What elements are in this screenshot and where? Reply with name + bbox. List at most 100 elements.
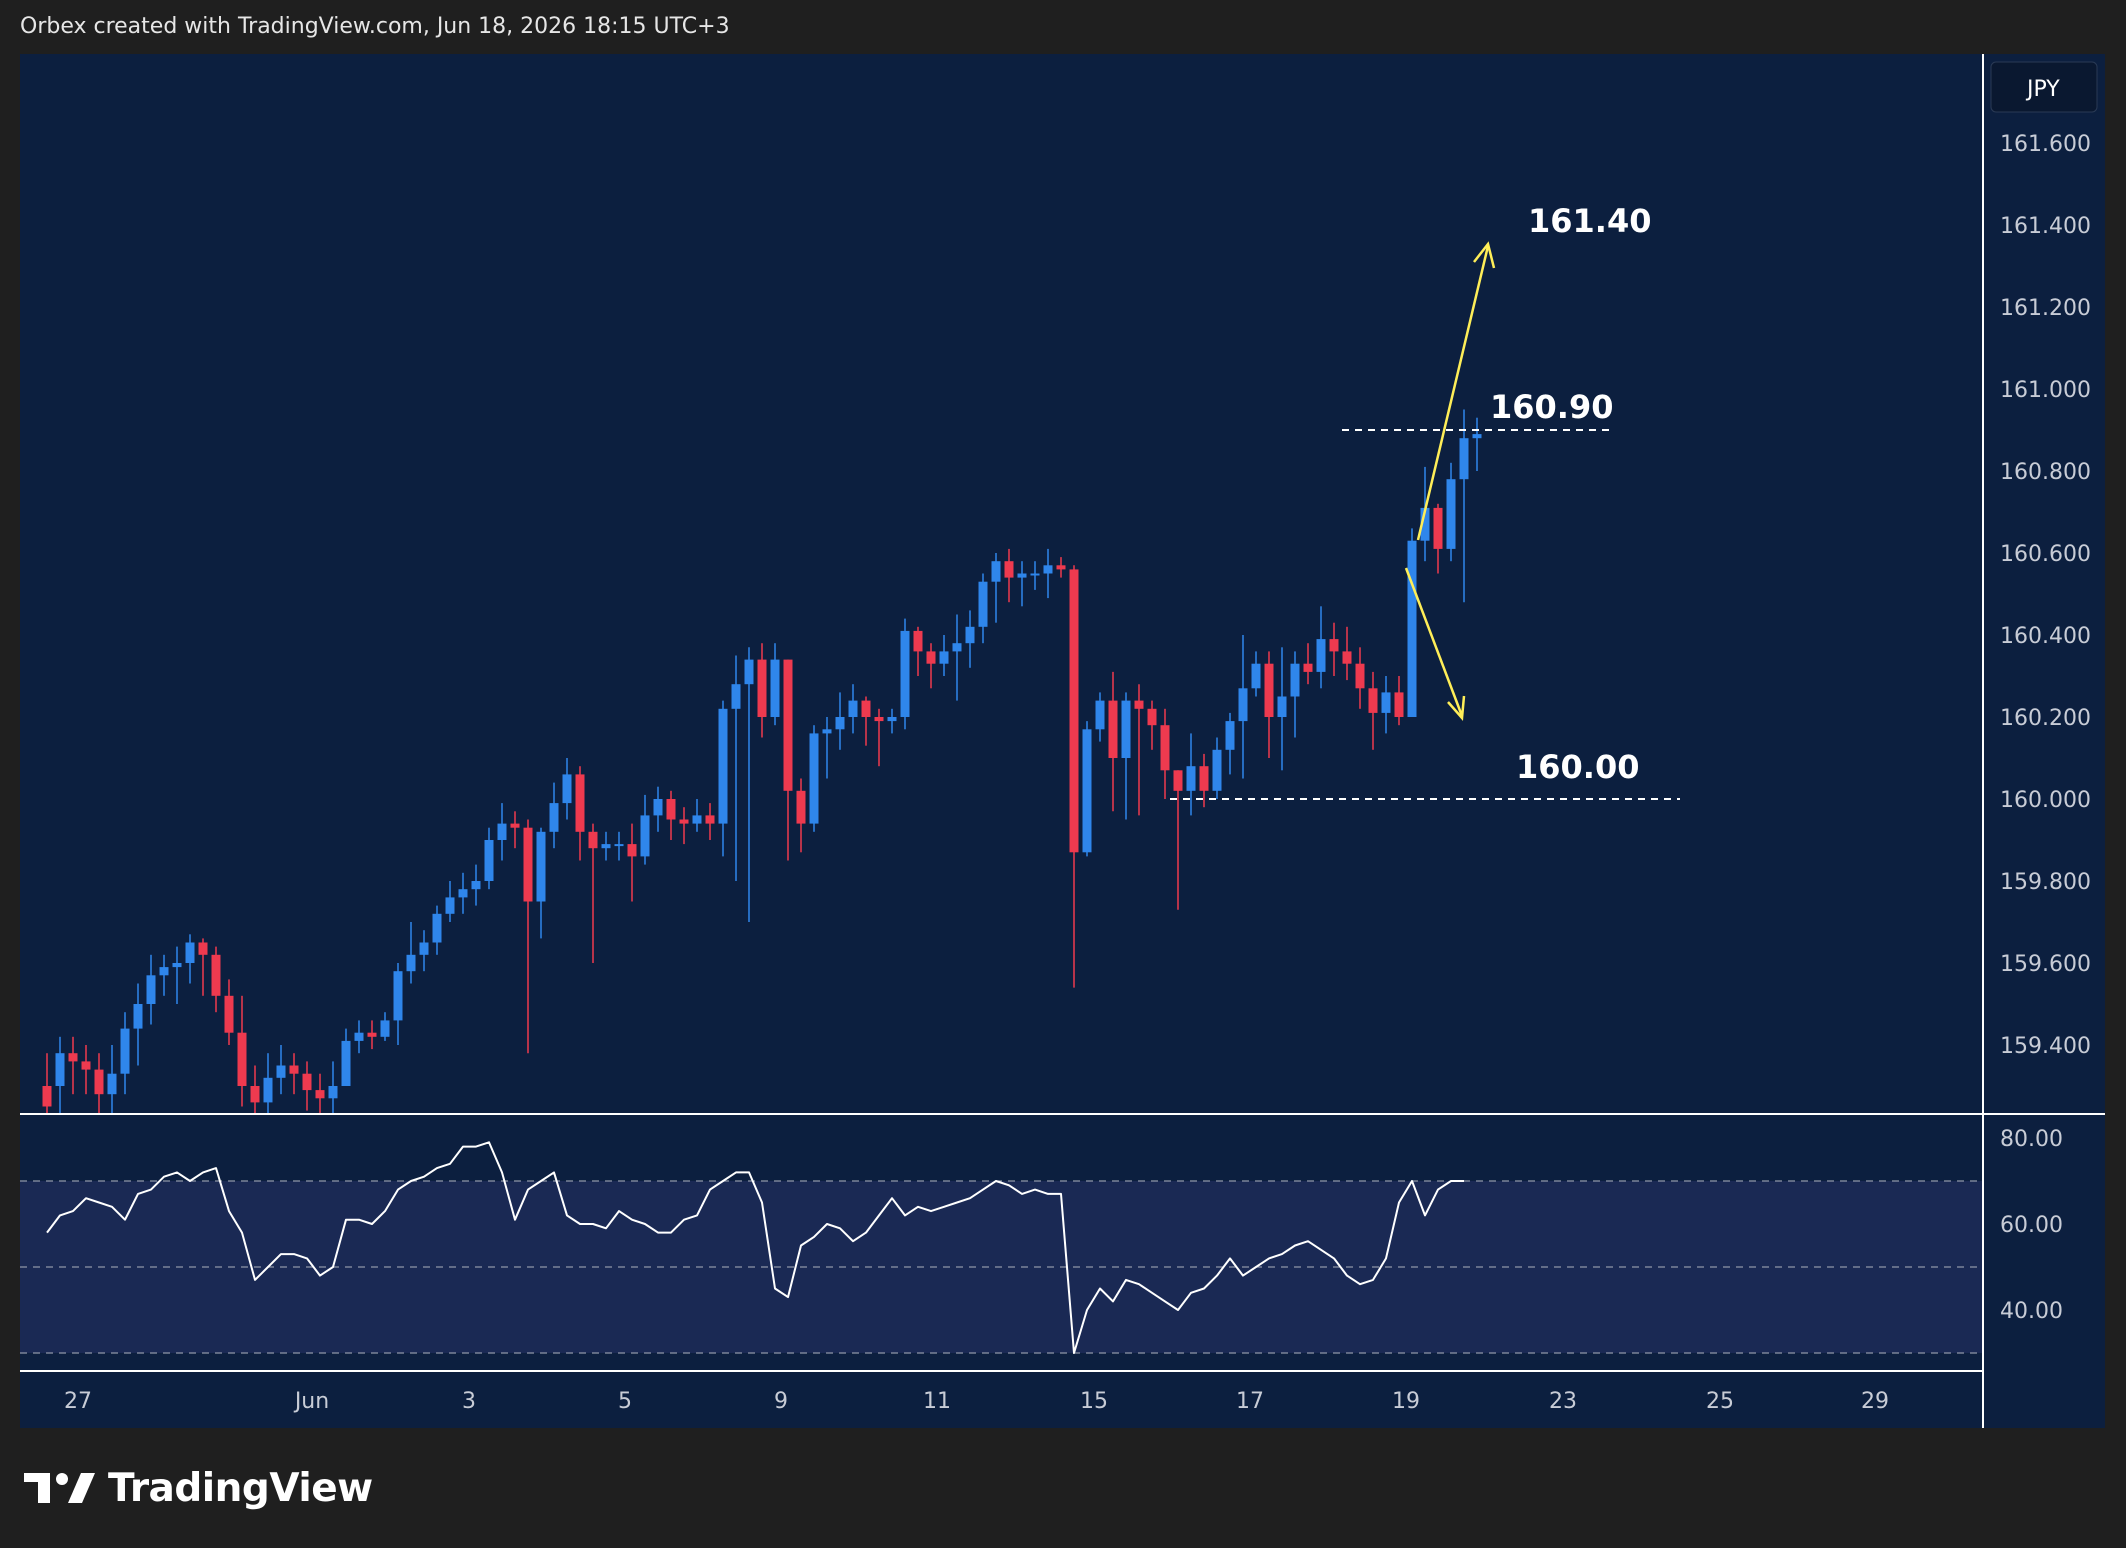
price-tick-label: 160.200 — [2000, 706, 2091, 731]
price-tick-label: 161.000 — [2000, 378, 2091, 403]
candle-body — [68, 1053, 78, 1062]
tradingview-wordmark: TradingView — [108, 1465, 373, 1511]
candle-body — [497, 823, 507, 840]
arrow-down-head — [1447, 695, 1466, 722]
candle-body — [432, 913, 442, 943]
candle-body — [276, 1065, 286, 1078]
rsi-pane: 80.00 60.00 40.00 — [20, 1127, 2063, 1354]
tradingview-logo[interactable]: TradingView — [24, 1465, 373, 1511]
candle-body — [1277, 696, 1287, 717]
candle-body — [1472, 434, 1482, 439]
candle-body — [809, 733, 819, 824]
time-tick-label: Jun — [293, 1389, 329, 1414]
candle-body — [588, 831, 598, 849]
candle-body — [874, 717, 884, 722]
time-tick-label: 25 — [1706, 1389, 1734, 1414]
tradingview-logo-icon — [24, 1473, 95, 1503]
time-tick-label: 5 — [618, 1389, 632, 1414]
candle-body — [211, 954, 221, 996]
time-tick-label: 19 — [1392, 1389, 1420, 1414]
candle-body — [1329, 639, 1339, 652]
candle-body — [81, 1061, 91, 1070]
candle-body — [861, 700, 871, 717]
candle-body — [380, 1020, 390, 1037]
time-tick-label: 29 — [1861, 1389, 1889, 1414]
currency-label: JPY — [2025, 77, 2060, 102]
candle-body — [458, 889, 468, 898]
candle-body — [796, 790, 806, 824]
candle-body — [185, 942, 195, 963]
candle-body — [822, 729, 832, 734]
level-label-160-90: 160.90 — [1490, 388, 1613, 426]
arrow-up-head — [1473, 241, 1496, 269]
candle-body — [1355, 663, 1365, 689]
rsi-tick-label: 60.00 — [2000, 1213, 2063, 1238]
candle-body — [562, 774, 572, 804]
candle-body — [198, 942, 208, 955]
candle-body — [1186, 766, 1196, 791]
currency-badge[interactable]: JPY — [1990, 61, 2098, 113]
candle-body — [692, 815, 702, 824]
candle-body — [952, 643, 962, 652]
candle-body — [1368, 688, 1378, 713]
candle-body — [666, 799, 676, 820]
candle-body — [848, 700, 858, 717]
candle-body — [471, 881, 481, 890]
candle-body — [159, 967, 169, 976]
candle-body — [419, 942, 429, 955]
candle-body — [1056, 565, 1066, 570]
candle-body — [1108, 700, 1118, 758]
candle-body — [1290, 663, 1300, 697]
candle-body — [991, 561, 1001, 582]
candle-body — [406, 954, 416, 972]
time-tick-label: 11 — [923, 1389, 951, 1414]
candle-body — [42, 1086, 52, 1107]
candle-body — [627, 844, 637, 857]
candle-body — [94, 1069, 104, 1095]
candle-body — [536, 831, 546, 902]
candle-body — [1212, 749, 1222, 791]
candle-body — [263, 1077, 273, 1103]
candle-body — [1069, 569, 1079, 853]
candle-body — [1316, 639, 1326, 672]
candle-body — [1017, 573, 1027, 578]
candle-body — [523, 827, 533, 902]
candle-body — [653, 799, 663, 816]
time-tick-label: 17 — [1236, 1389, 1264, 1414]
candle-body — [1407, 540, 1417, 717]
candle-body — [445, 897, 455, 914]
candle-body — [250, 1086, 260, 1103]
time-tick-label: 9 — [774, 1389, 788, 1414]
candle-body — [289, 1065, 299, 1074]
candle-body — [1160, 725, 1170, 771]
candle-body — [341, 1040, 351, 1086]
price-tick-label: 161.400 — [2000, 214, 2091, 239]
candle-body — [900, 630, 910, 717]
candle-body — [1030, 573, 1040, 576]
candle-body — [640, 815, 650, 857]
time-axis: 27 Jun 3 5 9 11 15 17 19 23 25 29 — [64, 1389, 1889, 1414]
time-tick-label: 23 — [1549, 1389, 1577, 1414]
candle-body — [367, 1032, 377, 1037]
candle-body — [1004, 561, 1014, 578]
candle-body — [354, 1032, 364, 1041]
price-tick-label: 160.600 — [2000, 542, 2091, 567]
rsi-tick-label: 80.00 — [2000, 1127, 2063, 1152]
candle-body — [328, 1086, 338, 1099]
price-tick-label: 159.400 — [2000, 1034, 2091, 1059]
candle-body — [965, 626, 975, 644]
candle-body — [315, 1090, 325, 1099]
time-tick-label: 3 — [462, 1389, 476, 1414]
candle-body — [1342, 651, 1352, 664]
level-label-160-00: 160.00 — [1516, 748, 1639, 786]
candle-body — [757, 659, 767, 717]
arrow-up-shaft — [1416, 245, 1490, 541]
candle-body — [1238, 688, 1248, 722]
candlestick-chart[interactable]: 160.90 160.00 161.40 80.00 60.00 40.00 161.6… — [20, 54, 2105, 1428]
candle-body — [484, 840, 494, 881]
candle-body — [601, 844, 611, 849]
time-tick-label: 27 — [64, 1389, 92, 1414]
price-tick-label: 160.400 — [2000, 624, 2091, 649]
candle-body — [120, 1028, 130, 1074]
candle-body — [302, 1073, 312, 1091]
